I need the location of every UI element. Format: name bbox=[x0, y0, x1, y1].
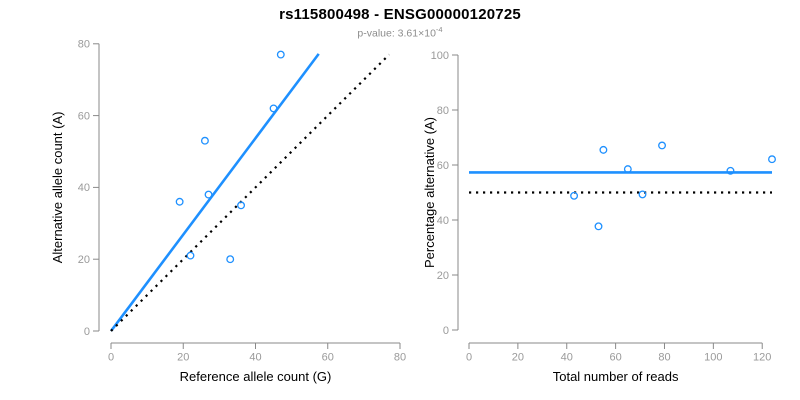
y-axis-title: Alternative allele count (A) bbox=[50, 112, 65, 264]
x-axis-title: Reference allele count (G) bbox=[180, 369, 332, 384]
x-tick-label: 0 bbox=[108, 352, 114, 364]
y-tick-label: 80 bbox=[437, 105, 449, 117]
y-tick-label: 20 bbox=[437, 270, 449, 282]
y-tick-label: 20 bbox=[78, 254, 90, 266]
x-tick-label: 80 bbox=[394, 352, 406, 364]
data-point bbox=[658, 141, 666, 150]
data-point bbox=[594, 222, 603, 231]
x-tick-label: 80 bbox=[658, 352, 670, 364]
data-point bbox=[200, 136, 209, 145]
x-tick-label: 0 bbox=[466, 352, 472, 364]
y-tick-label: 100 bbox=[431, 50, 449, 62]
y-tick-label: 60 bbox=[437, 160, 449, 172]
chart-title: rs115800498 - ENSG00000120725 bbox=[279, 6, 521, 23]
data-point bbox=[186, 251, 195, 260]
y-tick-label: 60 bbox=[78, 110, 90, 122]
data-point bbox=[226, 255, 235, 264]
y-axis-title: Percentage alternative (A) bbox=[422, 117, 437, 268]
x-tick-label: 20 bbox=[512, 352, 524, 364]
y-tick-label: 80 bbox=[78, 39, 90, 51]
identity-line bbox=[110, 53, 390, 332]
x-tick-label: 120 bbox=[753, 352, 771, 364]
y-tick-label: 0 bbox=[443, 325, 449, 337]
pvalue-exponent: -4 bbox=[435, 25, 443, 34]
data-point bbox=[768, 155, 776, 164]
x-tick-label: 40 bbox=[249, 352, 261, 364]
pvalue-subtitle: p-value: 3.61×10-4 bbox=[0, 25, 800, 40]
data-point bbox=[570, 191, 579, 200]
y-tick-label: 40 bbox=[78, 182, 90, 194]
data-point bbox=[623, 165, 632, 174]
data-point bbox=[638, 190, 647, 199]
data-point bbox=[237, 201, 245, 210]
y-tick-label: 40 bbox=[437, 215, 449, 227]
pvalue-prefix: p-value: bbox=[357, 27, 398, 40]
data-point bbox=[276, 50, 285, 59]
x-tick-label: 60 bbox=[609, 352, 621, 364]
data-point bbox=[175, 197, 184, 206]
y-tick-label: 0 bbox=[84, 326, 90, 338]
data-point bbox=[204, 190, 213, 199]
right-scatter-plot: 0 20 40 60 80 100 0 20 40 60 80 100 120 Total number … bbox=[422, 50, 776, 384]
data-point bbox=[269, 104, 278, 113]
x-axis-title: Total number of reads bbox=[553, 369, 679, 384]
x-tick-label: 40 bbox=[561, 352, 573, 364]
x-tick-label: 100 bbox=[704, 352, 722, 364]
fit-line bbox=[109, 53, 320, 332]
pvalue-base: 3.61×10 bbox=[397, 27, 436, 40]
data-point bbox=[726, 166, 735, 175]
x-tick-label: 20 bbox=[177, 352, 189, 364]
x-tick-label: 60 bbox=[322, 352, 334, 364]
left-scatter-plot: 0 20 40 60 80 0 20 40 60 80 Reference allele count… bbox=[50, 39, 406, 384]
data-point bbox=[599, 145, 608, 154]
